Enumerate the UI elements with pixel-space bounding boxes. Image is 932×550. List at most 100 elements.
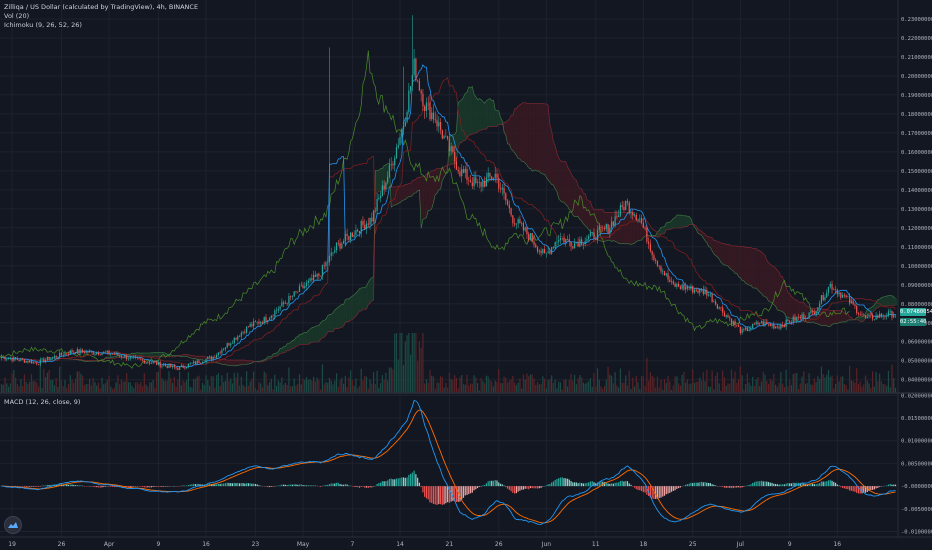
macd-histogram-bar — [487, 481, 489, 487]
ichimoku-cloud-segment — [290, 340, 293, 350]
macd-histogram-bar — [570, 481, 572, 487]
candle-body — [138, 357, 140, 359]
volume-bar — [644, 386, 646, 393]
candle-body — [431, 112, 433, 120]
candle-body — [311, 278, 313, 281]
volume-bar — [854, 382, 856, 393]
last-price-tag: 0.07480054 — [900, 308, 932, 316]
ichimoku-cloud-segment — [269, 356, 272, 360]
volume-bar — [249, 381, 251, 393]
candle-body — [866, 316, 868, 319]
candle-body — [737, 325, 740, 327]
volume-bar — [810, 384, 812, 393]
candle-body — [628, 202, 630, 213]
macd-histogram-bar — [37, 486, 40, 487]
macd-histogram-bar — [563, 478, 565, 487]
ichimoku-base-line — [1, 77, 896, 366]
candle-body — [164, 364, 167, 366]
candle-body — [133, 356, 135, 358]
x-tick-label: 11 — [592, 541, 600, 548]
y-tick-label: 0.14000000 — [901, 188, 932, 194]
candle-body — [29, 360, 31, 363]
macd-histogram-bar — [547, 484, 549, 487]
volume-bar — [464, 384, 466, 393]
macd-histogram-bar — [792, 482, 794, 487]
ichimoku-cloud-segment — [281, 346, 284, 354]
ichimoku-cloud-segment — [228, 360, 231, 366]
volume-bar — [300, 384, 302, 393]
macd-histogram-bar — [598, 481, 600, 487]
volume-bar — [882, 384, 884, 393]
volume-bar — [161, 378, 163, 393]
candle-body — [298, 286, 301, 292]
volume-bar — [323, 384, 325, 393]
volume-bar — [134, 382, 137, 393]
ichimoku-cloud-segment — [768, 262, 771, 302]
ichimoku-cloud-segment — [893, 296, 896, 306]
volume-bar — [36, 382, 38, 393]
candle-body — [207, 357, 209, 360]
candle-body — [83, 351, 85, 354]
volume-bar — [600, 386, 602, 393]
macd-histogram-bar — [519, 486, 521, 491]
macd-histogram-bar — [875, 486, 877, 489]
candle-body — [538, 250, 540, 252]
candle-body — [168, 364, 170, 368]
volume-bar — [228, 380, 230, 393]
ichimoku-cloud-segment — [839, 310, 841, 323]
ichimoku-cloud-segment — [766, 260, 769, 302]
volume-bar — [268, 382, 271, 393]
volume-bar — [178, 371, 181, 393]
macd-histogram-bar — [254, 484, 257, 487]
ichimoku-cloud-segment — [787, 292, 790, 318]
volume-bar — [771, 380, 773, 393]
macd-histogram-bar — [281, 484, 283, 487]
candle-body — [314, 274, 316, 277]
macd-histogram-bar — [517, 486, 519, 492]
candle-body — [808, 312, 810, 319]
macd-indicator-label[interactable]: MACD (12, 26, close, 9) — [4, 398, 81, 406]
candle-body — [875, 315, 877, 320]
candle-body — [667, 273, 669, 280]
volume-bar — [536, 381, 539, 393]
macd-histogram-bar — [700, 481, 703, 487]
macd-histogram-bar — [71, 484, 73, 487]
candle-body — [864, 315, 867, 319]
macd-histogram-bar — [877, 486, 879, 488]
candle-body — [89, 350, 91, 353]
volume-bar — [297, 383, 299, 393]
macd-histogram-bar — [471, 486, 473, 493]
volume-bar — [693, 382, 696, 393]
symbol-title[interactable]: Zilliqa / US Dollar (calculated by Tradi… — [4, 3, 199, 11]
volume-indicator-label[interactable]: Vol (20) — [4, 12, 30, 20]
volume-bar — [510, 379, 512, 393]
volume-bar — [639, 389, 641, 393]
candle-body — [60, 352, 63, 355]
ichimoku-cloud-segment — [327, 314, 330, 332]
macd-histogram-bar — [774, 483, 777, 487]
macd-histogram-bar — [665, 486, 667, 495]
ichimoku-indicator-label[interactable]: Ichimoku (9, 26, 52, 26) — [4, 21, 82, 29]
candle-body — [581, 239, 583, 245]
macd-histogram-bar — [611, 483, 613, 487]
candle-body — [695, 289, 697, 291]
ichimoku-cloud-segment — [712, 237, 714, 255]
volume-bar — [893, 377, 895, 393]
ichimoku-cloud-segment — [243, 360, 245, 365]
volume-bar — [725, 386, 727, 393]
volume-bar — [15, 377, 17, 393]
ichimoku-cloud-segment — [634, 215, 637, 244]
ichimoku-cloud-segment — [313, 326, 316, 343]
ichimoku-cloud-segment — [440, 168, 443, 190]
candle-body — [598, 227, 600, 230]
candle-body — [822, 295, 824, 301]
ichimoku-cloud-segment — [581, 188, 584, 224]
macd-histogram-bar — [646, 486, 648, 495]
ichimoku-cloud-segment — [676, 214, 679, 229]
tradingview-logo-icon[interactable] — [4, 516, 22, 534]
candle-body — [841, 294, 844, 298]
volume-bar — [757, 377, 759, 393]
candle-body — [413, 58, 415, 75]
ichimoku-cloud-segment — [183, 354, 185, 357]
